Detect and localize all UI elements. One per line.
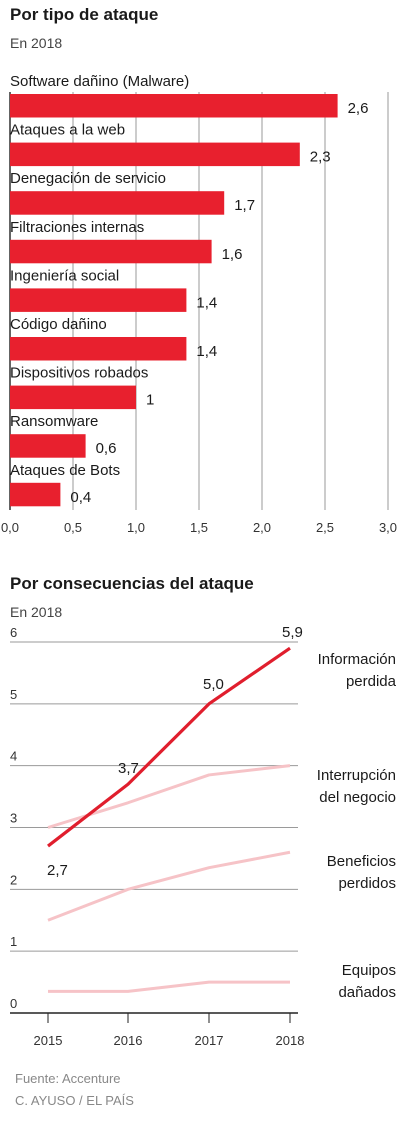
series-name-label: Equipos — [342, 962, 396, 979]
bar-value-label: 0,4 — [70, 489, 91, 506]
bar-category-label: Ataques a la web — [10, 122, 125, 139]
bar-value-label: 1,7 — [234, 197, 255, 214]
line-y-tick-label: 4 — [10, 749, 17, 764]
line-series-path — [48, 980, 290, 993]
line-chart-grid — [10, 641, 298, 1023]
series-name-label: Beneficios — [327, 853, 396, 870]
bar — [10, 288, 187, 312]
bar — [10, 337, 187, 361]
bar-value-label: 1,6 — [222, 246, 243, 263]
bar — [10, 434, 86, 458]
bar — [10, 191, 225, 215]
bar-x-tick-label: 2,0 — [253, 520, 271, 535]
bar — [10, 94, 338, 118]
line-chart-subtitle: En 2018 — [10, 604, 62, 620]
line-series-path — [47, 646, 291, 848]
series-name-label: del negocio — [319, 789, 396, 806]
bar-chart-bars: Software dañino (Malware) 2,6 Ataques a la… — [10, 73, 369, 507]
bar-value-label: 1,4 — [196, 343, 217, 360]
line-x-tick-label: 2018 — [276, 1033, 305, 1048]
line-y-tick-label: 0 — [10, 996, 17, 1011]
line-point-label: 3,7 — [118, 760, 139, 777]
line-y-tick-label: 2 — [10, 872, 17, 887]
bar — [10, 385, 136, 410]
line-point-label: 5,9 — [282, 624, 303, 641]
line-y-tick-label: 3 — [10, 811, 17, 826]
line-chart-title: Por consecuencias del ataque — [10, 574, 254, 593]
bar-chart: Por tipo de ataque En 2018 Software dañi… — [1, 5, 397, 535]
line-chart-series — [47, 646, 291, 993]
bar-x-tick-label: 1,0 — [127, 520, 145, 535]
bar-value-label: 1,4 — [196, 294, 217, 311]
series-name-label: perdidos — [338, 875, 396, 892]
series-name-label: perdida — [346, 673, 397, 690]
line-series-path — [47, 850, 291, 922]
credit-note: C. AYUSO / EL PAÍS — [15, 1093, 134, 1108]
bar-x-tick-label: 0,0 — [1, 520, 19, 535]
bar-chart-title: Por tipo de ataque — [10, 5, 158, 24]
bar-x-tick-label: 0,5 — [64, 520, 82, 535]
bar-x-tick-label: 2,5 — [316, 520, 334, 535]
bar-chart-x-ticks: 0,0 0,5 1,0 1,5 2,0 2,5 3,0 — [1, 520, 397, 535]
series-name-label: dañados — [338, 984, 396, 1001]
line-y-tick-label: 1 — [10, 934, 17, 949]
bar — [10, 239, 212, 264]
series-name-label: Interrupción — [317, 767, 396, 784]
bar-category-label: Filtraciones internas — [10, 219, 144, 236]
line-x-tick-label: 2015 — [34, 1033, 63, 1048]
footer: Fuente: Accenture C. AYUSO / EL PAÍS — [15, 1071, 134, 1108]
bar-category-label: Software dañino (Malware) — [10, 73, 189, 90]
bar-x-tick-label: 3,0 — [379, 520, 397, 535]
bar-x-tick-label: 1,5 — [190, 520, 208, 535]
bar-category-label: Denegación de servicio — [10, 170, 166, 187]
bar-category-label: Código dañino — [10, 316, 107, 333]
bar-category-label: Ataques de Bots — [10, 462, 120, 479]
line-chart-labels: 0 1 2 3 4 5 6 2015 2016 2017 2018 2,7 3,7 5,0 5,9 Infor… — [10, 624, 397, 1048]
line-y-tick-label: 5 — [10, 687, 17, 702]
bar-value-label: 2,3 — [310, 149, 331, 166]
line-x-tick-label: 2017 — [195, 1033, 224, 1048]
bar-chart-subtitle: En 2018 — [10, 35, 62, 51]
bar-category-label: Ransomware — [10, 413, 98, 430]
bar — [10, 482, 61, 507]
line-point-label: 2,7 — [47, 862, 68, 879]
line-point-label: 5,0 — [203, 676, 224, 693]
bar — [10, 142, 300, 167]
bar-value-label: 0,6 — [96, 440, 117, 457]
bar-category-label: Ingeniería social — [10, 267, 119, 284]
bar-category-label: Dispositivos robados — [10, 365, 148, 382]
bar-value-label: 1 — [146, 392, 154, 409]
series-name-label: Información — [318, 651, 396, 668]
line-chart: Por consecuencias del ataque En 2018 0 1 2… — [10, 574, 397, 1048]
source-note: Fuente: Accenture — [15, 1071, 121, 1086]
line-x-tick-label: 2016 — [114, 1033, 143, 1048]
bar-value-label: 2,6 — [348, 100, 369, 117]
line-y-tick-label: 6 — [10, 625, 17, 640]
